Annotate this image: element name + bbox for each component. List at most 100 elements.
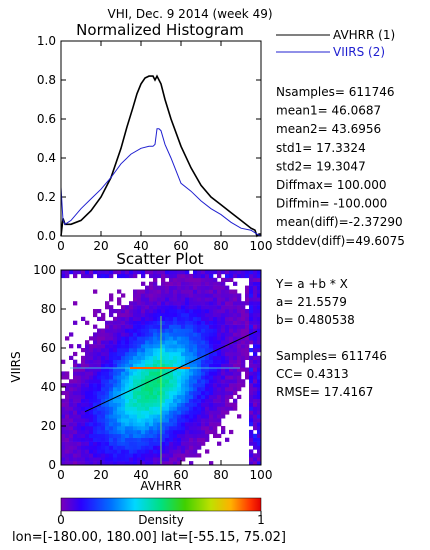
density-cell: [165, 355, 170, 360]
density-cell: [169, 359, 174, 364]
density-cell: [117, 371, 122, 376]
density-cell: [145, 453, 150, 458]
density-cell: [237, 297, 242, 302]
density-cell: [213, 418, 218, 423]
density-cell: [257, 270, 261, 275]
density-cell: [169, 387, 174, 392]
density-cell: [165, 394, 170, 399]
density-cell: [141, 328, 146, 333]
density-cell: [173, 270, 178, 275]
density-cell: [153, 332, 158, 337]
density-cell: [237, 332, 242, 337]
density-cell: [249, 410, 254, 415]
density-cell: [105, 394, 110, 399]
density-cell: [149, 406, 154, 411]
density-cell: [81, 394, 86, 399]
density-cell: [165, 344, 170, 349]
density-cell: [153, 270, 158, 275]
density-cell: [173, 449, 178, 454]
density-cell: [145, 270, 150, 275]
density-cell: [65, 410, 70, 415]
density-cell: [249, 422, 254, 427]
density-cell: [233, 293, 238, 298]
density-cell: [233, 312, 238, 318]
density-cell: [85, 461, 90, 465]
density-cell: [165, 336, 170, 341]
density-cell: [229, 371, 234, 376]
density-cell: [189, 293, 194, 298]
density-cell: [169, 437, 174, 442]
density-cell: [97, 433, 102, 438]
density-cell: [225, 309, 230, 314]
density-cell: [221, 359, 226, 364]
density-cell: [241, 332, 246, 337]
density-cell: [193, 379, 198, 384]
density-cell: [181, 351, 186, 357]
density-cell: [145, 336, 150, 341]
density-cell: [141, 293, 146, 298]
density-cell: [189, 453, 194, 458]
density-heatmap: [61, 270, 261, 465]
density-cell: [225, 297, 230, 302]
density-cell: [101, 394, 106, 399]
scatter-xtick-label: 0: [57, 468, 65, 482]
density-cell: [197, 273, 202, 279]
density-cell: [177, 277, 182, 282]
density-cell: [89, 414, 94, 419]
density-cell: [73, 418, 78, 423]
histogram-stat-line: stddev(diff)=49.6075: [276, 234, 405, 248]
density-cell: [225, 398, 230, 403]
density-cell: [177, 441, 182, 446]
density-cell: [217, 344, 222, 349]
density-cell: [137, 332, 142, 337]
density-cell: [133, 449, 138, 454]
density-cell: [245, 375, 250, 380]
density-cell: [85, 449, 90, 454]
density-cell: [257, 305, 261, 310]
density-cell: [193, 449, 198, 454]
density-cell: [225, 348, 230, 353]
density-cell: [221, 340, 226, 345]
density-cell: [73, 367, 78, 372]
density-cell: [109, 414, 114, 419]
density-cell: [209, 309, 214, 314]
density-cell: [157, 418, 162, 423]
density-cell: [169, 383, 174, 388]
density-cell: [61, 406, 66, 411]
density-cell: [161, 270, 166, 275]
density-cell: [133, 387, 138, 392]
density-cell: [249, 441, 254, 446]
density-cell: [177, 332, 182, 337]
density-cell: [173, 355, 178, 360]
density-cell: [213, 312, 218, 318]
density-cell: [161, 414, 166, 419]
density-cell: [93, 457, 98, 462]
density-cell: [169, 363, 174, 368]
density-cell: [189, 328, 194, 333]
density-cell: [105, 383, 110, 388]
density-cell: [229, 309, 234, 314]
density-cell: [97, 437, 102, 442]
density-cell: [221, 363, 226, 368]
density-cell: [177, 297, 182, 302]
density-cell: [129, 422, 134, 427]
density-cell: [121, 429, 126, 435]
density-cell: [149, 414, 154, 419]
density-cell: [121, 461, 126, 465]
density-cell: [145, 285, 150, 290]
density-cell: [249, 340, 254, 345]
density-cell: [253, 387, 258, 392]
density-cell: [65, 422, 70, 427]
density-cell: [229, 270, 234, 275]
density-cell: [105, 457, 110, 462]
density-cell: [257, 285, 261, 290]
density-cell: [161, 301, 166, 306]
density-cell: [93, 336, 98, 341]
density-cell: [241, 383, 246, 388]
density-cell: [153, 457, 158, 462]
density-cell: [109, 367, 114, 372]
density-cell: [181, 297, 186, 302]
density-cell: [205, 336, 210, 341]
density-cell: [77, 387, 82, 392]
density-cell: [165, 387, 170, 392]
